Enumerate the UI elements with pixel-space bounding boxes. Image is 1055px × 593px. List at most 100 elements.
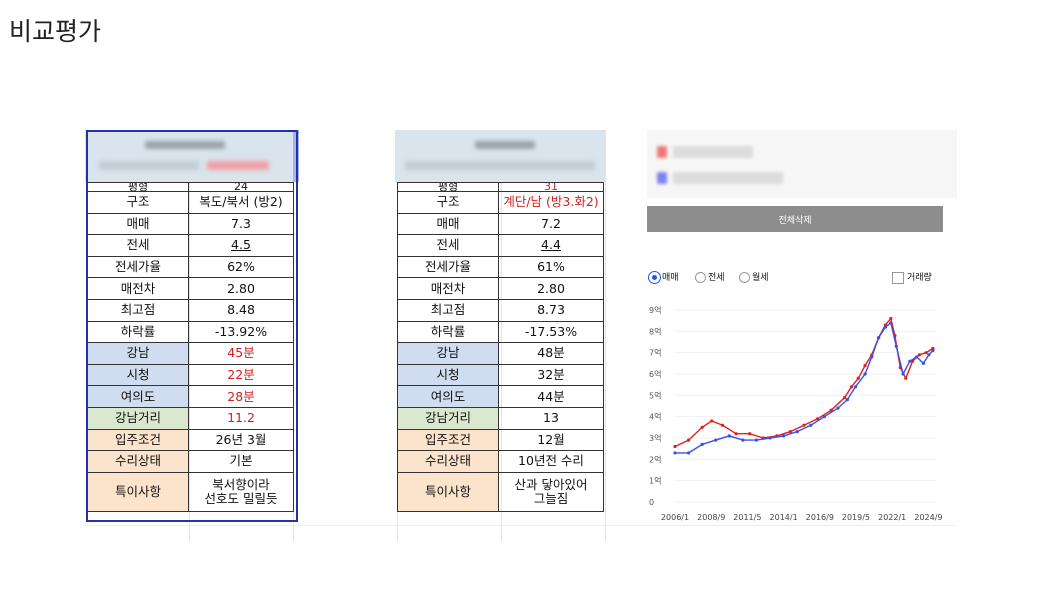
y-tick-label: 1억 [649,476,661,486]
data-point [931,348,935,353]
y-tick-label: 0 [649,498,654,507]
row-value[interactable]: 22분 [188,363,294,387]
row-value[interactable]: 2.80 [188,277,294,300]
table-row: 매매 7.3 [87,212,294,236]
row-label: 특이사항 [87,471,189,512]
row-value[interactable]: 28분 [188,385,294,408]
radio-sale[interactable]: 매매 [649,270,679,283]
table-row: 매매 7.2 [397,212,604,236]
y-tick-label: 5억 [649,390,661,400]
radio-empty-icon [695,272,706,283]
row-value[interactable]: 12월 [498,428,604,452]
row-value[interactable]: 48분 [498,342,604,365]
chart-type-radios: 매매 전세 월세 거래량 [647,270,947,286]
x-tick-label: 2006/1 [661,513,689,522]
row-label: 입주조건 [397,428,499,452]
row-label: 구조 [397,191,499,214]
radio-selected-icon [649,272,660,283]
row-value[interactable]: 기본 [188,450,294,473]
row-label: 강남거리 [87,406,189,430]
data-point [686,451,691,455]
volume-checkbox[interactable]: 거래량 [892,270,932,284]
checkbox-icon [892,271,904,284]
row-value[interactable]: 13 [498,406,604,430]
delete-all-button[interactable]: 전체삭제 [647,206,943,232]
row-value[interactable]: 4.4 [498,234,604,257]
note-line-2: 그늘짐 [533,490,569,506]
y-tick-label: 8억 [649,326,661,336]
table-row: 강남거리 13 [397,406,604,430]
y-tick-label: 9억 [649,305,661,315]
radio-jeonse-label: 전세 [708,273,725,283]
row-value[interactable]: 24 [188,182,294,192]
row-label: 매매 [397,212,499,236]
table-row: 수리상태 10년전 수리 [397,450,604,473]
note-value[interactable]: 북서향이라 선호도 밀릴듯 [188,471,294,512]
row-value[interactable]: 계단/남 (방3.화2) [498,191,604,214]
row-label: 시청 [87,363,189,387]
row-value[interactable]: 7.3 [188,212,294,236]
price-chart-panel: 전체삭제 매매 전세 월세 거래량 0 1억 2억 3억 4억 5억 6억 7억 8억 9억 200… [647,130,957,540]
row-value[interactable]: 복도/북서 (방2) [188,191,294,214]
table-row: 구조 계단/남 (방3.화2) [397,191,604,214]
data-point [782,434,786,438]
row-label: 전세 [397,234,499,257]
row-value[interactable]: 11.2 [188,406,294,430]
data-point [845,398,850,402]
row-label: 매전차 [397,277,499,300]
x-tick-label: 2011/5 [733,513,761,522]
row-value[interactable]: 61% [498,255,604,279]
row-value[interactable]: 10년전 수리 [498,450,604,473]
row-value[interactable]: 31 [498,182,604,192]
data-point [748,432,752,436]
data-point [883,325,888,329]
row-value[interactable]: 62% [188,255,294,279]
row-value[interactable]: 8.48 [188,298,294,322]
data-point [673,451,677,455]
data-point [863,363,867,368]
x-tick-label: 2008/9 [697,513,725,522]
table-row: 최고점 8.73 [397,298,604,322]
row-value[interactable]: 4.5 [188,234,294,257]
legend-red-swatch [657,146,667,158]
data-point [901,372,905,376]
table-row: 하락률 -17.53% [397,320,604,344]
row-label: 입주조건 [87,428,189,452]
note-value[interactable]: 산과 닿아있어 그늘짐 [498,471,604,512]
row-value[interactable]: 2.80 [498,277,604,300]
row-label: 시청 [397,363,499,387]
data-point [795,430,799,434]
radio-monthly[interactable]: 월세 [739,270,769,283]
radio-jeonse[interactable]: 전세 [695,270,725,283]
table-row: 전세가율 61% [397,255,604,279]
data-point [720,423,725,427]
data-point [853,385,858,389]
row-value[interactable]: 7.2 [498,212,604,236]
row-label: 매전차 [87,277,189,300]
data-point [904,376,908,380]
row-label: 매매 [87,212,189,236]
table-row: 강남 45분 [87,342,294,365]
table-row: 전세가율 62% [87,255,294,279]
row-value[interactable]: 26년 3월 [188,428,294,452]
row-value[interactable]: 44분 [498,385,604,408]
row-value[interactable]: 45분 [188,342,294,365]
data-point [877,336,881,340]
table-row: 시청 22분 [87,363,294,387]
data-point [754,438,759,442]
data-point [802,423,806,427]
row-value[interactable]: -13.92% [188,320,294,344]
row-value[interactable]: 32분 [498,363,604,387]
row-label: 하락률 [397,320,499,344]
row-label: 강남거리 [397,406,499,430]
note-line-1: 북서향이라 [212,476,270,492]
table-row: 여의도 44분 [397,385,604,408]
row-label: 특이사항 [397,471,499,512]
row-value[interactable]: 8.73 [498,298,604,322]
row-label: 수리상태 [397,450,499,473]
table-b-header-blurred [395,130,605,182]
data-point [673,444,677,449]
table-row: 최고점 8.48 [87,298,294,322]
table-row: 전세 4.4 [397,234,604,257]
row-value[interactable]: -17.53% [498,320,604,344]
